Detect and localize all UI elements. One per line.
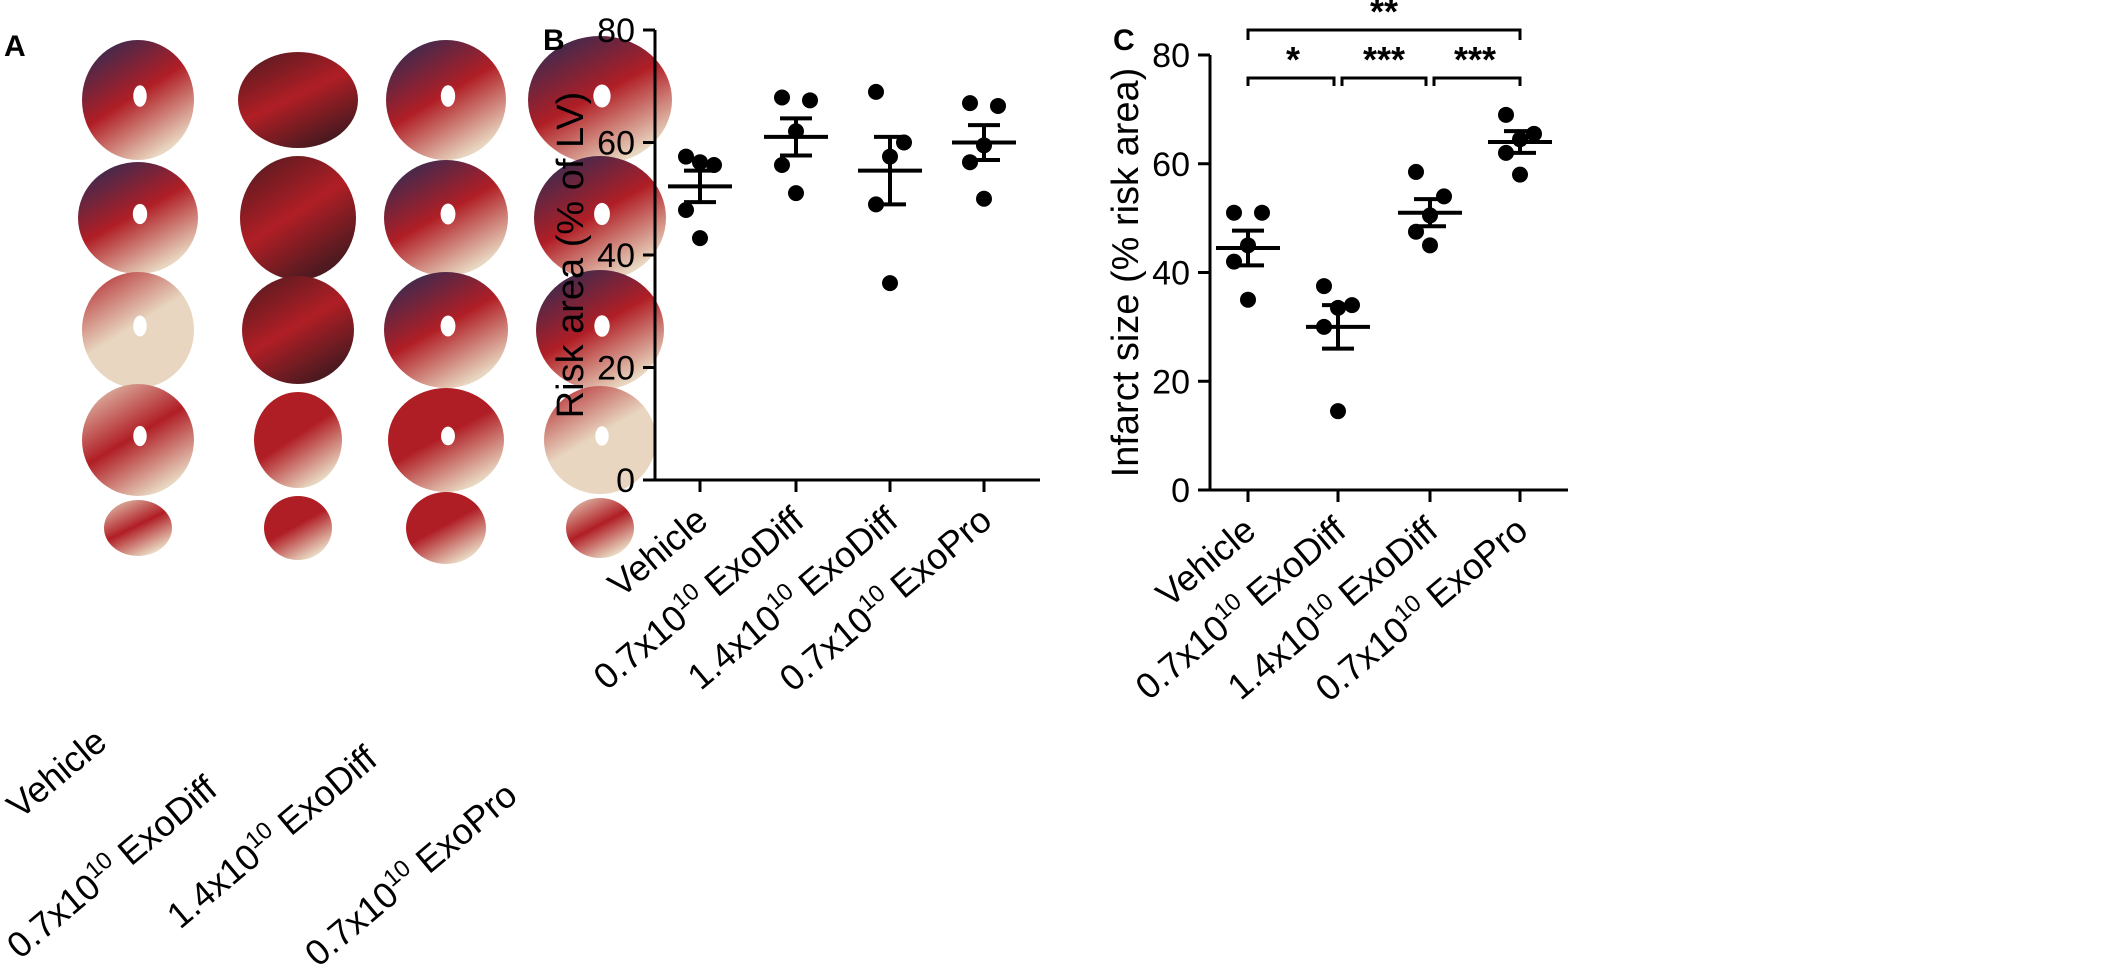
- data-point: [990, 97, 1006, 114]
- significance-label: **: [1370, 0, 1398, 32]
- data-point: [678, 148, 694, 165]
- y-tick-label: 0: [1171, 472, 1190, 510]
- y-tick-label: 20: [1152, 363, 1190, 401]
- lumen-cavity: [594, 315, 610, 337]
- lumen-cavity: [440, 315, 456, 337]
- y-tick-label: 80: [1152, 37, 1190, 75]
- lumen-cavity: [132, 203, 148, 225]
- heart-slice: [264, 496, 332, 560]
- lumen-cavity: [441, 426, 455, 446]
- heart-slice-grid: [78, 36, 672, 564]
- lumen-cavity: [594, 202, 610, 226]
- data-point: [1512, 166, 1528, 183]
- data-point: [882, 275, 898, 292]
- data-point: [1498, 106, 1514, 123]
- y-axis-title: Risk area (% of LV): [550, 92, 592, 419]
- significance-bracket: [1246, 28, 1522, 40]
- heart-slice: [566, 498, 634, 558]
- data-point: [1526, 125, 1542, 142]
- lumen-cavity: [133, 425, 147, 447]
- significance-bracket: [1432, 76, 1522, 86]
- lumen-cavity: [133, 315, 147, 337]
- significance-label: *: [1286, 39, 1300, 80]
- data-point: [788, 185, 804, 202]
- significance-bracket: [1246, 76, 1336, 86]
- lumen-cavity: [595, 426, 609, 446]
- lumen-cavity: [593, 84, 611, 108]
- significance-label: ***: [1454, 39, 1496, 80]
- data-point: [692, 230, 708, 247]
- y-tick-label: 40: [597, 237, 635, 275]
- data-point: [868, 83, 884, 100]
- significance-label: ***: [1363, 39, 1405, 80]
- heart-slice: [242, 276, 354, 384]
- y-tick-label: 60: [597, 125, 635, 163]
- panel-letter: C: [1113, 24, 1135, 57]
- data-point: [962, 154, 978, 171]
- y-axis-title: Infarct size (% risk area): [1105, 68, 1147, 478]
- y-tick-label: 40: [1152, 255, 1190, 293]
- y-tick-label: 0: [616, 462, 635, 500]
- data-point: [1422, 237, 1438, 254]
- data-point: [1408, 163, 1424, 180]
- data-point: [962, 95, 978, 112]
- data-point: [1316, 278, 1332, 295]
- significance-bracket: [1340, 76, 1428, 86]
- data-point: [774, 157, 790, 173]
- heart-slice: [406, 492, 486, 564]
- y-tick-label: 20: [597, 350, 635, 388]
- data-point: [1240, 291, 1256, 308]
- lumen-cavity: [440, 85, 456, 107]
- heart-slice: [104, 500, 172, 556]
- y-tick-label: 80: [597, 12, 635, 50]
- y-tick-label: 60: [1152, 146, 1190, 184]
- data-point: [678, 202, 694, 218]
- data-point: [1436, 188, 1452, 205]
- heart-slice: [240, 156, 356, 280]
- panel-letter: B: [543, 24, 565, 57]
- data-point: [1330, 403, 1346, 420]
- data-point: [774, 89, 790, 106]
- data-point: [976, 190, 992, 207]
- lumen-cavity: [440, 203, 456, 225]
- lumen-cavity: [133, 85, 147, 107]
- data-point: [1226, 204, 1242, 221]
- heart-slice: [238, 52, 358, 148]
- heart-slice: [254, 392, 342, 488]
- data-point: [1254, 204, 1270, 221]
- data-point: [802, 92, 818, 109]
- panel-a-letter: A: [4, 30, 26, 63]
- data-point: [692, 154, 708, 171]
